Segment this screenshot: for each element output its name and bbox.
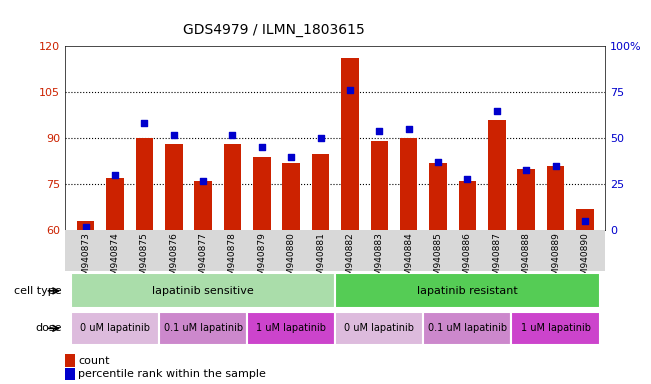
Text: GSM940885: GSM940885 xyxy=(434,232,443,287)
Bar xyxy=(370,141,388,230)
Text: GSM940873: GSM940873 xyxy=(81,232,90,287)
Text: GSM940888: GSM940888 xyxy=(521,232,531,287)
Bar xyxy=(400,138,417,230)
Point xyxy=(286,154,296,160)
Bar xyxy=(71,273,335,308)
Bar xyxy=(458,181,477,230)
Point xyxy=(579,218,590,224)
Bar xyxy=(518,169,535,230)
Point xyxy=(139,121,150,127)
Bar xyxy=(488,120,506,230)
Bar xyxy=(312,154,329,230)
Bar xyxy=(547,166,564,230)
Bar xyxy=(159,312,247,345)
Point xyxy=(81,223,91,230)
Point xyxy=(345,87,355,93)
Point xyxy=(110,172,120,178)
Bar xyxy=(247,312,335,345)
Bar xyxy=(423,312,512,345)
Point xyxy=(404,126,414,132)
Text: 0.1 uM lapatinib: 0.1 uM lapatinib xyxy=(428,323,507,333)
Bar xyxy=(283,163,300,230)
Text: count: count xyxy=(78,356,109,366)
Text: GSM940879: GSM940879 xyxy=(257,232,266,287)
Text: percentile rank within the sample: percentile rank within the sample xyxy=(78,369,266,379)
Text: GSM940874: GSM940874 xyxy=(111,232,120,287)
Text: GSM940877: GSM940877 xyxy=(199,232,208,287)
Bar xyxy=(429,163,447,230)
Text: GSM940880: GSM940880 xyxy=(286,232,296,287)
Bar xyxy=(135,138,153,230)
Text: 0 uM lapatinib: 0 uM lapatinib xyxy=(344,323,414,333)
Bar xyxy=(77,221,94,230)
Point xyxy=(374,128,385,134)
Text: GSM940876: GSM940876 xyxy=(169,232,178,287)
Bar xyxy=(335,312,423,345)
Text: GSM940878: GSM940878 xyxy=(228,232,237,287)
Text: GSM940890: GSM940890 xyxy=(581,232,589,287)
Text: 1 uM lapatinib: 1 uM lapatinib xyxy=(256,323,326,333)
Point xyxy=(227,131,238,137)
Point xyxy=(198,177,208,184)
Point xyxy=(462,176,473,182)
Bar xyxy=(341,58,359,230)
Text: GSM940883: GSM940883 xyxy=(375,232,384,287)
Text: GDS4979 / ILMN_1803615: GDS4979 / ILMN_1803615 xyxy=(182,23,365,37)
Text: 1 uM lapatinib: 1 uM lapatinib xyxy=(521,323,590,333)
Text: 0 uM lapatinib: 0 uM lapatinib xyxy=(80,323,150,333)
Bar xyxy=(194,181,212,230)
Text: dose: dose xyxy=(35,323,62,333)
Point xyxy=(550,163,561,169)
Text: GSM940882: GSM940882 xyxy=(346,232,354,287)
Text: cell type: cell type xyxy=(14,286,62,296)
Point xyxy=(169,131,179,137)
Text: GSM940887: GSM940887 xyxy=(492,232,501,287)
Text: GSM940884: GSM940884 xyxy=(404,232,413,287)
Bar xyxy=(71,312,159,345)
Point xyxy=(521,167,531,173)
Text: 0.1 uM lapatinib: 0.1 uM lapatinib xyxy=(163,323,243,333)
Text: GSM940881: GSM940881 xyxy=(316,232,325,287)
Bar xyxy=(253,157,271,230)
Point xyxy=(315,135,326,141)
Bar xyxy=(576,209,594,230)
Text: lapatinib sensitive: lapatinib sensitive xyxy=(152,286,254,296)
Text: GSM940889: GSM940889 xyxy=(551,232,560,287)
Point xyxy=(256,144,267,151)
Bar xyxy=(224,144,242,230)
Text: GSM940886: GSM940886 xyxy=(463,232,472,287)
Bar xyxy=(165,144,182,230)
Text: lapatinib resistant: lapatinib resistant xyxy=(417,286,518,296)
Point xyxy=(492,108,502,114)
Bar xyxy=(106,178,124,230)
Bar xyxy=(335,273,600,308)
Text: GSM940875: GSM940875 xyxy=(140,232,149,287)
Point xyxy=(433,159,443,165)
Bar xyxy=(512,312,600,345)
